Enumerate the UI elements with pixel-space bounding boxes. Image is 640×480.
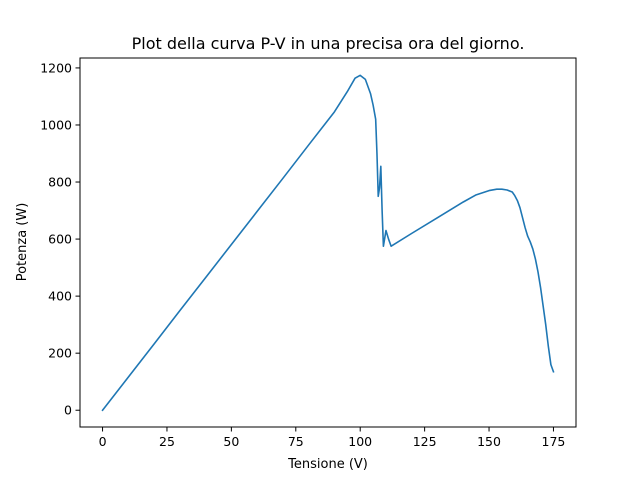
- x-tick-label-6: 150: [477, 434, 501, 449]
- y-axis-label: Potenza (W): [15, 203, 30, 282]
- y-tick-label-2: 400: [48, 289, 72, 304]
- chart-title: Plot della curva P-V in una precisa ora …: [132, 34, 525, 53]
- series-line-0: [101, 74, 555, 412]
- y-tick-label-3: 600: [48, 232, 72, 247]
- x-tick-label-5: 125: [413, 434, 437, 449]
- axes-frame: [79, 57, 577, 428]
- y-tick-label-5: 1000: [40, 117, 72, 132]
- y-tick-label-6: 1200: [40, 60, 72, 75]
- x-axis-label: Tensione (V): [287, 457, 368, 472]
- plot-area: 0 25 50 75 100 125 150 175 0 200 400 600 800 1000 1200: [40, 57, 577, 449]
- y-tick-label-0: 0: [64, 403, 72, 418]
- x-tick-label-0: 0: [99, 434, 107, 449]
- x-tick-label-3: 75: [288, 434, 304, 449]
- y-tick-label-1: 200: [48, 346, 72, 361]
- x-tick-label-2: 50: [223, 434, 239, 449]
- x-tick-label-1: 25: [159, 434, 175, 449]
- y-tick-label-4: 800: [48, 175, 72, 190]
- x-tick-label-4: 100: [348, 434, 372, 449]
- x-tick-label-7: 175: [542, 434, 566, 449]
